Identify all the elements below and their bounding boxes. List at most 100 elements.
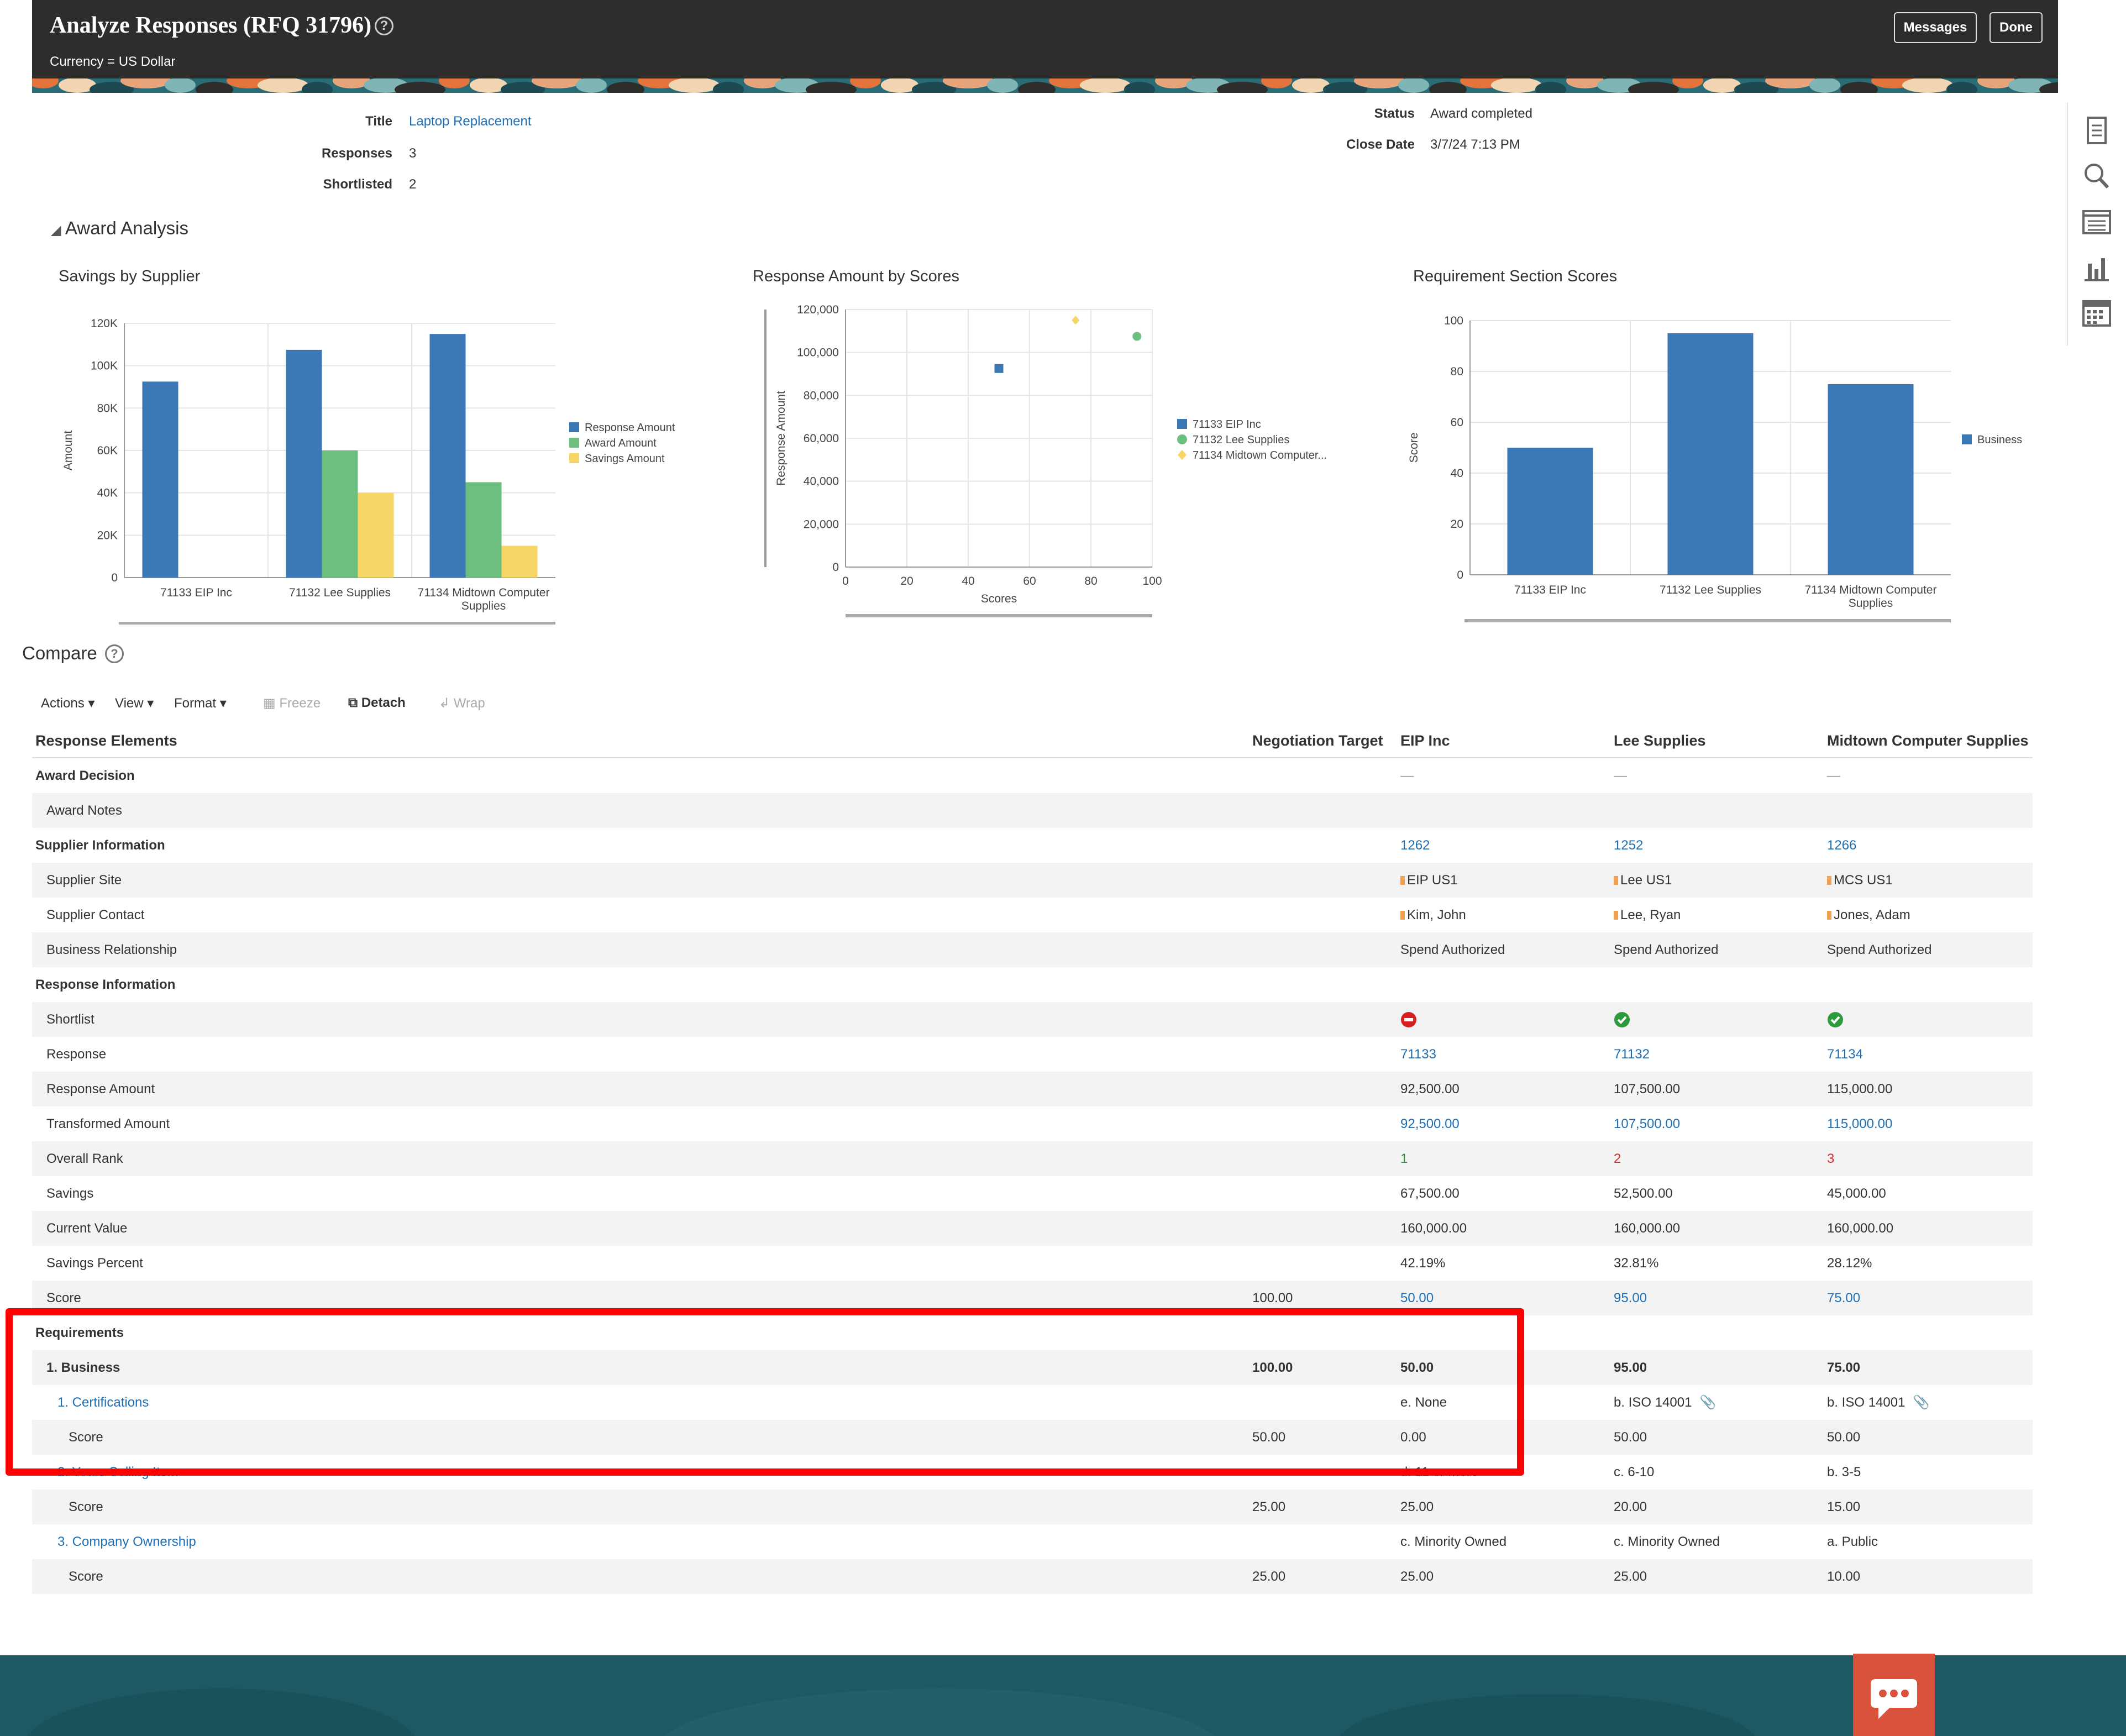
table-row[interactable]: Overall Rank 1 2 3 [32, 1141, 2033, 1176]
bar[interactable] [1828, 384, 1914, 575]
bar[interactable] [358, 492, 394, 578]
supplier-cell[interactable]: 71132 [1614, 1037, 1650, 1072]
legend-label: 71134 Midtown Computer... [1193, 449, 1327, 461]
title-value-link[interactable]: Laptop Replacement [409, 114, 532, 129]
bar-chart-icon[interactable] [2079, 250, 2114, 286]
y-tick-label: 20,000 [804, 518, 839, 531]
done-button[interactable]: Done [1989, 12, 2043, 43]
chart-scrollbar[interactable] [1464, 619, 1951, 622]
table-row[interactable]: Savings 67,500.00 52,500.00 45,000.00 [32, 1176, 2033, 1211]
table-row[interactable]: Award Decision — — — [32, 758, 2033, 793]
scatter-point[interactable] [1132, 332, 1142, 341]
table-row[interactable]: Score 25.00 25.00 20.00 15.00 [32, 1490, 2033, 1524]
table-row[interactable]: Response Information [32, 967, 2033, 1002]
row-label: Supplier Contact [46, 907, 145, 922]
y-axis-label: Amount [62, 431, 75, 471]
not-shortlisted-icon[interactable] [1400, 1011, 1417, 1028]
supplier-cell[interactable]: 71133 [1400, 1037, 1436, 1072]
list-icon[interactable] [2079, 204, 2114, 240]
view-menu[interactable]: View ▾ [115, 695, 154, 711]
table-row[interactable]: Score 50.00 0.00 50.00 50.00 [32, 1420, 2033, 1455]
bar[interactable] [1507, 448, 1593, 575]
cell-text: 95.00 [1614, 1360, 1647, 1375]
bar[interactable] [142, 381, 179, 578]
table-row[interactable]: 1. Certifications e. None b. ISO 14001 📎 b.… [32, 1385, 2033, 1420]
attachment-icon[interactable]: 📎 [1699, 1395, 1716, 1410]
supplier-cell[interactable]: 1266 [1827, 828, 1856, 863]
attachment-icon[interactable]: 📎 [1913, 1395, 1930, 1410]
supplier-cell[interactable]: 71134 [1827, 1037, 1863, 1072]
row-label[interactable]: 1. Certifications [57, 1394, 149, 1410]
collapse-triangle-icon[interactable]: ◢ [51, 223, 61, 238]
legend-label: Savings Amount [585, 453, 665, 465]
table-row[interactable]: Supplier Information 1262 1252 1266 [32, 828, 2033, 863]
table-row[interactable]: Shortlist [32, 1002, 2033, 1037]
col-header-midtown-computer-supplies[interactable]: Midtown Computer Supplies [1827, 732, 2029, 749]
table-row[interactable]: Score 25.00 25.00 25.00 10.00 [32, 1559, 2033, 1594]
cell-text: Spend Authorized [1400, 942, 1505, 957]
bar[interactable] [501, 546, 538, 578]
supplier-cell[interactable]: 92,500.00 [1400, 1106, 1460, 1141]
bar[interactable] [322, 450, 358, 578]
row-label: Response Amount [46, 1081, 155, 1097]
shortlisted-check-icon[interactable] [1827, 1011, 1844, 1028]
scatter-point[interactable] [1072, 316, 1080, 325]
col-header-eip-inc[interactable]: EIP Inc [1400, 732, 1450, 749]
supplier-cell[interactable]: 107,500.00 [1614, 1106, 1680, 1141]
supplier-cell[interactable]: 115,000.00 [1827, 1106, 1892, 1141]
supplier-cell[interactable]: 1262 [1400, 828, 1430, 863]
y-tick-label: 40 [1451, 467, 1463, 480]
table-row[interactable]: Current Value 160,000.00 160,000.00 160,000… [32, 1211, 2033, 1246]
supplier-cell[interactable]: 95.00 [1614, 1281, 1647, 1315]
cell-text: 92,500.00 [1400, 1081, 1460, 1097]
table-row[interactable]: Business Relationship Spend Authorized Spe… [32, 932, 2033, 967]
format-menu[interactable]: Format ▾ [174, 695, 227, 711]
document-icon[interactable] [2079, 113, 2114, 149]
table-row[interactable]: Supplier Site EIP US1 Lee US1 MCS US1 [32, 863, 2033, 898]
scatter-chart-title: Response Amount by Scores [753, 268, 959, 285]
bar[interactable] [1667, 333, 1754, 575]
table-row[interactable]: Transformed Amount 92,500.00 107,500.00 115… [32, 1106, 2033, 1141]
supplier-cell[interactable]: 75.00 [1827, 1281, 1860, 1315]
shortlisted-check-icon[interactable] [1614, 1011, 1630, 1028]
col-header-negotiation-target[interactable]: Negotiation Target [1252, 732, 1383, 749]
strip-shape [850, 78, 881, 88]
close-date-value: 3/7/24 7:13 PM [1430, 137, 1520, 152]
supplier-cell [1614, 1002, 1630, 1037]
col-header-lee-supplies[interactable]: Lee Supplies [1614, 732, 1706, 749]
search-icon[interactable] [2079, 159, 2114, 194]
table-row[interactable]: 3. Company Ownership c. Minority Owned c. … [32, 1524, 2033, 1559]
messages-button[interactable]: Messages [1894, 12, 1977, 43]
freeze-button[interactable]: ▦ Freeze [263, 695, 321, 711]
col-header-response-elements[interactable]: Response Elements [35, 732, 177, 749]
supplier-cell[interactable]: 50.00 [1400, 1281, 1434, 1315]
table-row[interactable]: Response 71133 71132 71134 [32, 1037, 2033, 1072]
table-row[interactable]: Response Amount 92,500.00 107,500.00 115,00… [32, 1072, 2033, 1106]
detach-button[interactable]: ⧉ Detach [348, 695, 406, 711]
strip-shape [1840, 82, 1878, 93]
row-label[interactable]: 3. Company Ownership [57, 1534, 196, 1549]
bar[interactable] [465, 482, 502, 578]
chart-scrollbar[interactable] [846, 614, 1152, 617]
bar[interactable] [286, 349, 322, 578]
supplier-cell[interactable]: 1252 [1614, 828, 1643, 863]
y-tick-label: 120,000 [797, 303, 839, 316]
calendar-icon[interactable] [2079, 295, 2114, 330]
table-row[interactable]: Requirements [32, 1315, 2033, 1350]
strip-shape [2039, 82, 2058, 93]
wrap-button[interactable]: ↲ Wrap [439, 695, 485, 711]
table-row[interactable]: Supplier Contact Kim, John Lee, Ryan Jones,… [32, 898, 2033, 932]
strip-shape [987, 78, 1018, 93]
table-row[interactable]: Award Notes [32, 793, 2033, 828]
table-row[interactable]: Savings Percent 42.19% 32.81% 28.12% [32, 1246, 2033, 1281]
chart-scrollbar[interactable] [119, 622, 555, 625]
actions-menu[interactable]: Actions ▾ [41, 695, 95, 711]
bar[interactable] [429, 334, 466, 578]
award-analysis-heading[interactable]: ◢ Award Analysis [51, 218, 188, 239]
negotiation-target-cell: 25.00 [1252, 1569, 1286, 1584]
compare-help-icon[interactable]: ? [105, 644, 124, 663]
table-row[interactable]: 1. Business 100.00 50.00 95.00 75.00 [32, 1350, 2033, 1385]
chat-button[interactable] [1853, 1654, 1935, 1736]
help-icon[interactable]: ? [375, 17, 393, 35]
scatter-point[interactable] [994, 364, 1004, 373]
